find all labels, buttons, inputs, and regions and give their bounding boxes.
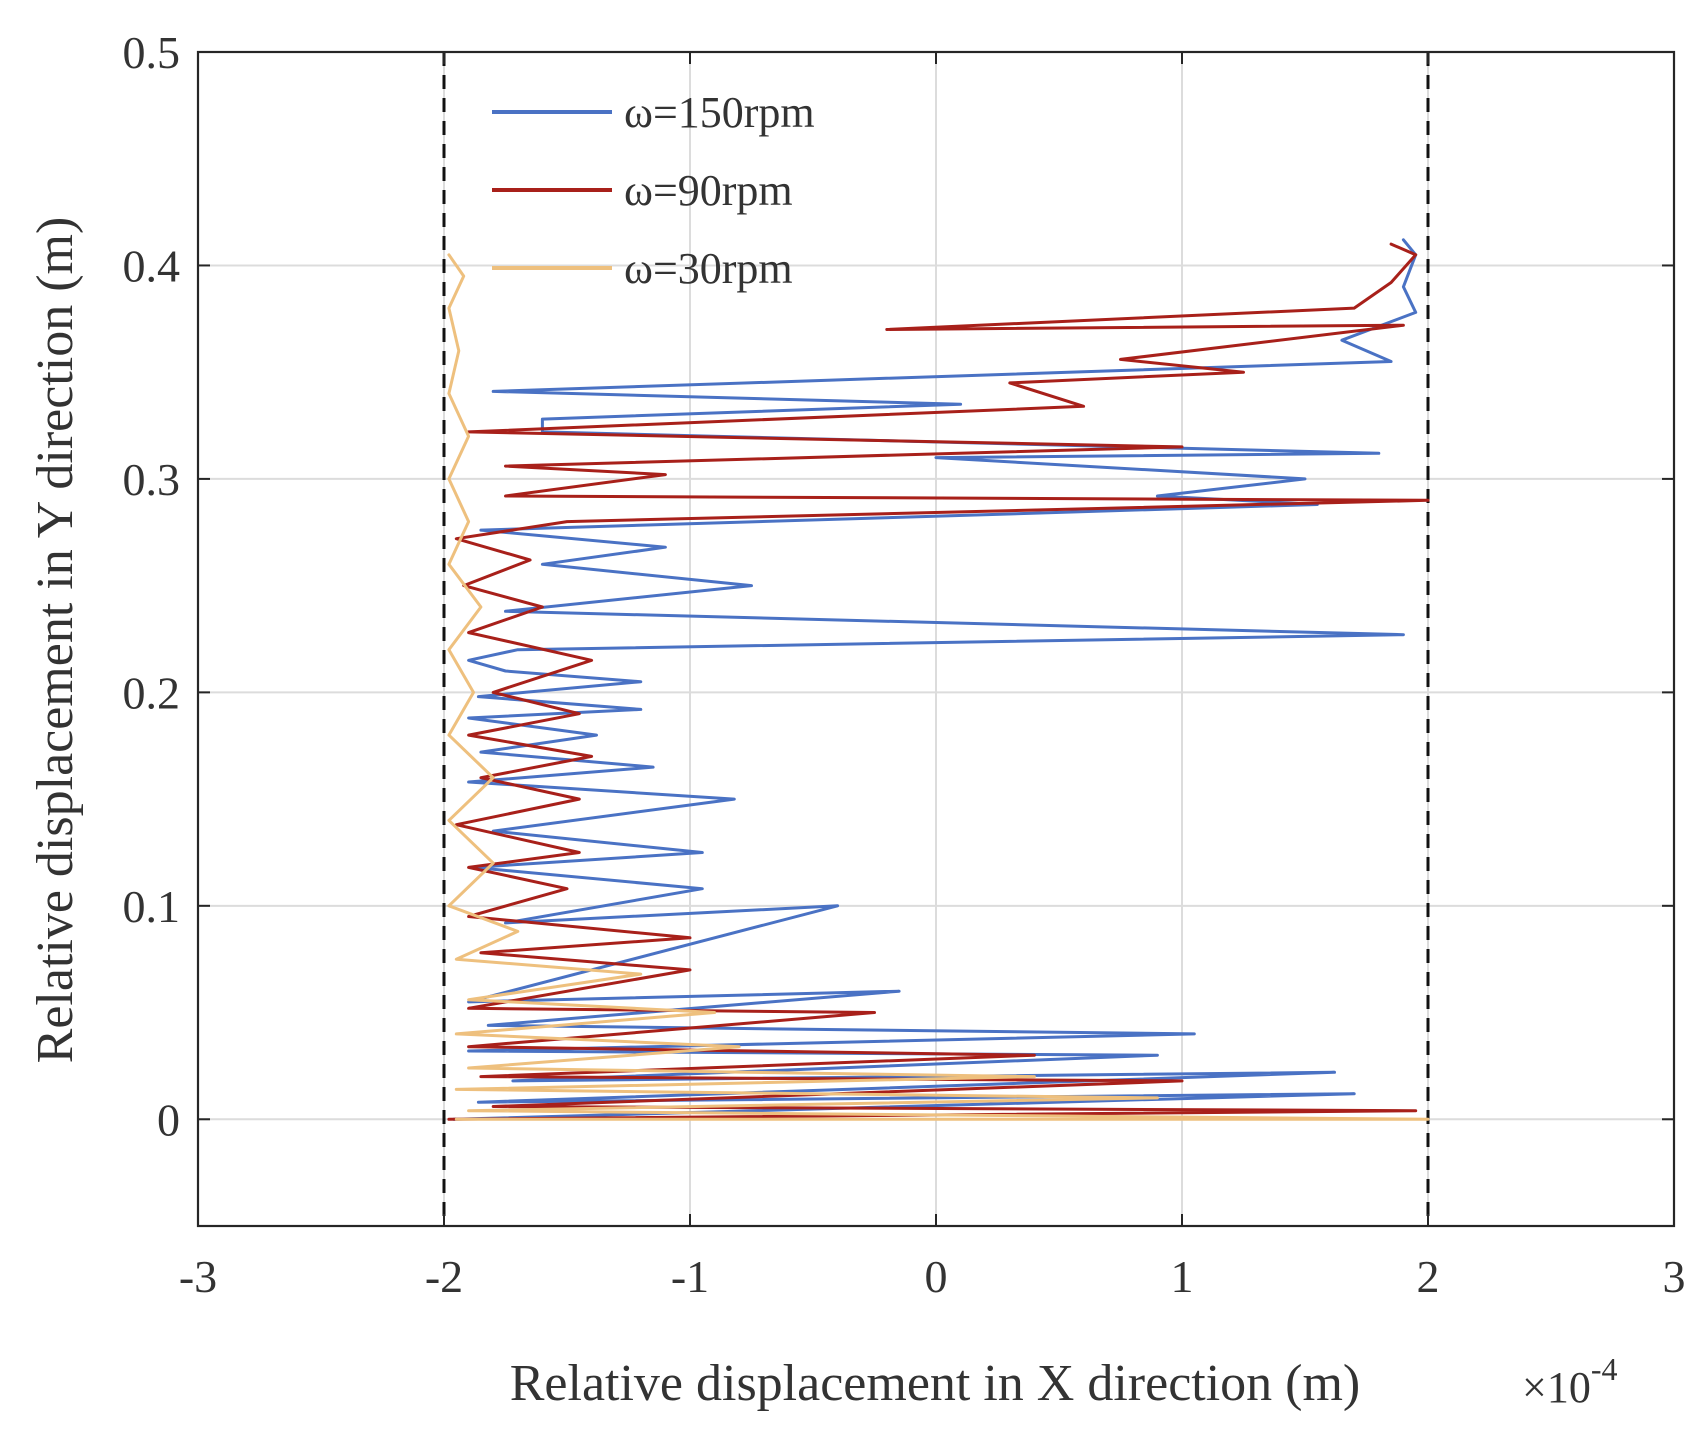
y-tick-label: 0.5 bbox=[123, 27, 181, 78]
x-axis-multiplier: ×10-4 bbox=[1522, 1351, 1617, 1412]
x-tick-label: -1 bbox=[671, 1251, 709, 1302]
x-axis-multiplier-exponent: -4 bbox=[1591, 1351, 1618, 1387]
x-tick-label: -3 bbox=[179, 1251, 217, 1302]
y-tick-label: 0.3 bbox=[123, 454, 181, 505]
x-tick-label: 2 bbox=[1417, 1251, 1440, 1302]
ticks: -3 -2 -1 0 1 2 3 0 0.1 0.2 0.3 0.4 0.5 bbox=[123, 27, 1686, 1302]
y-tick-label: 0.1 bbox=[123, 881, 181, 932]
y-tick-label: 0 bbox=[157, 1094, 180, 1145]
y-tick-label: 0.4 bbox=[123, 240, 181, 291]
legend-label: ω=150rpm bbox=[624, 88, 815, 137]
x-tick-label: 3 bbox=[1663, 1251, 1686, 1302]
series-line bbox=[452, 238, 1418, 1121]
x-tick-label: 0 bbox=[925, 1251, 948, 1302]
legend-label: ω=30rpm bbox=[624, 244, 793, 293]
legend: ω=150rpm ω=90rpm ω=30rpm bbox=[492, 88, 815, 293]
x-tick-label: -2 bbox=[425, 1251, 463, 1302]
grid bbox=[198, 52, 1674, 1226]
reference-lines bbox=[442, 52, 1430, 1226]
series-group bbox=[447, 238, 1430, 1121]
series-line bbox=[447, 253, 1430, 1121]
y-axis-label: Relative displacement in Y direction (m) bbox=[27, 217, 84, 1064]
legend-label: ω=90rpm bbox=[624, 166, 793, 215]
x-tick-label: 1 bbox=[1171, 1251, 1194, 1302]
x-axis-label: Relative displacement in X direction (m) bbox=[510, 1355, 1361, 1412]
y-tick-label: 0.2 bbox=[123, 667, 181, 718]
